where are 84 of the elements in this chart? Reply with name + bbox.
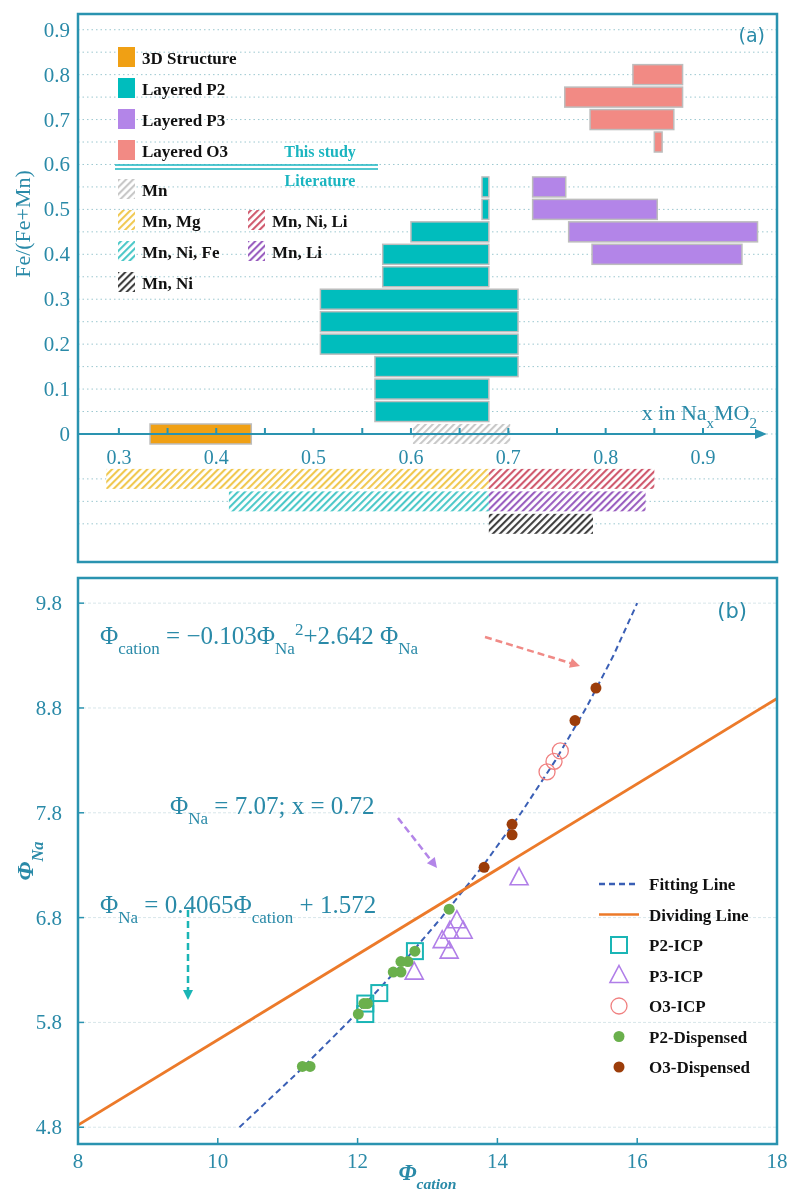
point — [432, 929, 452, 949]
point — [453, 920, 473, 940]
x-tick-label: 0.7 — [495, 445, 521, 468]
point — [590, 682, 602, 694]
legend-label: P2-ICP — [649, 936, 703, 955]
point — [443, 903, 455, 915]
point — [404, 961, 425, 980]
point — [551, 742, 569, 760]
point — [509, 866, 529, 886]
bar — [488, 513, 593, 534]
x-tick-label: 16 — [626, 1149, 648, 1173]
annotation: Φ$_{Na}$ = 0.4065Φ$_{cation}$ + 1.572 — [100, 891, 377, 927]
y-tick-label: 7.8 — [35, 800, 62, 825]
y-tick-label: 0.9 — [43, 17, 70, 42]
y-tick-label: 0.8 — [43, 62, 70, 87]
point — [506, 818, 518, 830]
point — [447, 909, 467, 929]
x-axis-title: x in Na$_{x}$MO$_{2}$ — [641, 399, 757, 431]
point — [538, 763, 556, 781]
x-tick-label: 0.4 — [203, 445, 229, 468]
y-tick-label: 4.8 — [35, 1115, 62, 1140]
bar — [228, 491, 489, 512]
legend-label: Mn, Ni, Li — [272, 212, 348, 231]
x-axis-title: Φ$_{cation}$ — [398, 1160, 457, 1192]
bar — [149, 423, 253, 445]
bar — [412, 423, 511, 444]
annotation: (a) — [738, 24, 765, 46]
y-tick-label: 0.2 — [43, 332, 70, 357]
y-tick-label: 0.6 — [43, 152, 70, 177]
point — [439, 940, 459, 959]
x-tick-label: 12 — [347, 1149, 369, 1173]
bar — [488, 468, 655, 489]
point — [405, 942, 424, 961]
legend-label: Fitting Line — [649, 875, 736, 894]
point — [370, 984, 389, 1003]
point — [569, 715, 581, 727]
x-tick-label: 10 — [207, 1149, 229, 1173]
y-tick-label: 8.8 — [35, 695, 62, 720]
annotation: (b) — [717, 599, 747, 623]
annotation: Φ$_{cation}$ = −0.103Φ$_{Na}$$^{2}$+2.642 Φ$_{Na}$ — [100, 619, 419, 658]
y-tick-label: 0.5 — [43, 197, 70, 222]
legend-label: Mn, Li — [272, 243, 323, 262]
legend-label: Mn, Mg — [142, 212, 202, 231]
x-tick-label: 14 — [486, 1149, 509, 1173]
bar — [106, 468, 489, 489]
legend-label: Layered P2 — [142, 80, 226, 99]
point — [352, 1008, 364, 1020]
y-tick-label: 5.8 — [35, 1010, 62, 1035]
legend-label: Mn — [142, 181, 169, 200]
point — [506, 829, 518, 841]
bar — [488, 491, 646, 512]
y-tick-label: 0.3 — [43, 287, 70, 312]
point — [356, 1005, 375, 1024]
legend-label: O3-Dispensed — [649, 1058, 751, 1077]
legend-label: Mn, Ni — [142, 274, 194, 293]
x-tick-label: 0.5 — [301, 445, 327, 468]
annotation: This study — [284, 143, 356, 161]
legend-label: Layered O3 — [142, 142, 229, 161]
legend-label: 3D Structure — [142, 49, 238, 68]
x-tick-label: 18 — [766, 1149, 788, 1173]
point — [545, 752, 563, 771]
x-tick-label: 0.3 — [106, 445, 132, 468]
legend-label: Mn, Ni, Fe — [142, 243, 220, 262]
y-tick-label: 0 — [59, 421, 70, 446]
y-tick-label: 0.1 — [43, 377, 70, 402]
x-tick-label: 8 — [72, 1149, 84, 1173]
legend-label: P2-Dispensed — [649, 1027, 748, 1047]
point — [356, 994, 375, 1013]
y-tick-label: 9.8 — [35, 591, 62, 616]
legend-label: Dividing Line — [649, 905, 750, 925]
y-tick-label: 0.4 — [43, 242, 71, 267]
annotation: Literature — [284, 172, 356, 189]
point — [440, 920, 460, 940]
y-tick-label: 6.8 — [35, 905, 62, 930]
legend-label: O3-ICP — [649, 997, 706, 1016]
y-axis-title: Fe/(Fe+Mn) — [10, 170, 35, 278]
legend-label: Layered P3 — [142, 111, 226, 130]
x-tick-label: 0.6 — [398, 445, 424, 468]
annotation: Φ$_{Na}$ = 7.07; x = 0.72 — [170, 792, 375, 828]
x-tick-label: 0.8 — [593, 445, 619, 468]
legend-label: P3-ICP — [649, 966, 703, 986]
y-tick-label: 0.7 — [43, 107, 70, 132]
point — [478, 861, 490, 873]
x-tick-label: 0.9 — [690, 445, 716, 468]
